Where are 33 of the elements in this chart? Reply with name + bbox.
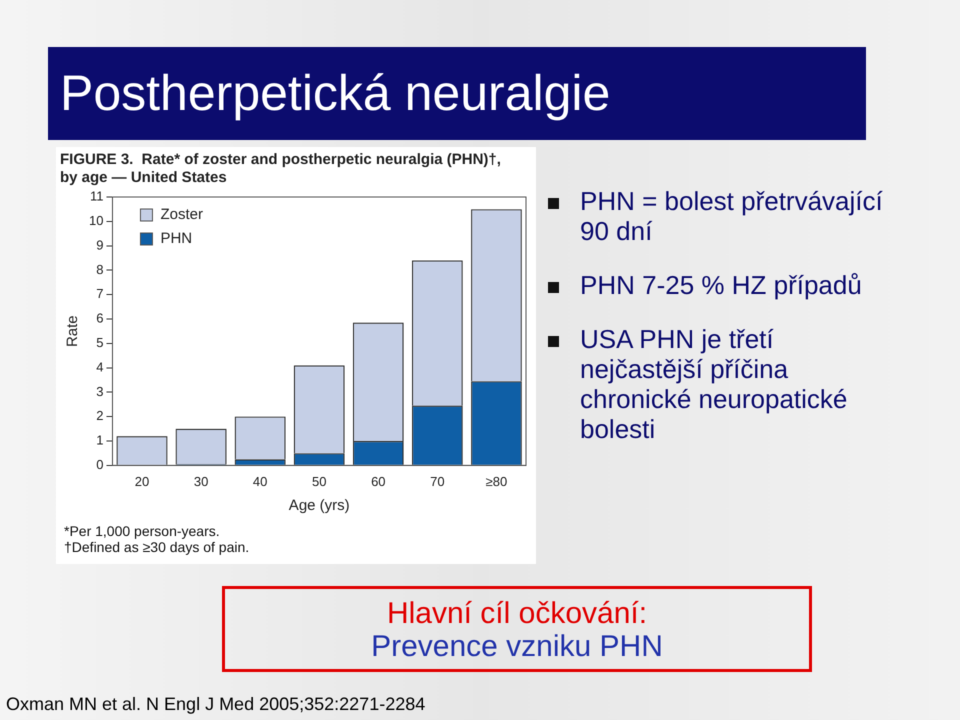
text: USA PHN je třetí nejčastější příčina chronické neuropatické bolesti	[579, 324, 848, 444]
y-axis-title: Rate	[64, 315, 82, 348]
text: Oxman MN et al. N Engl J Med 2005;352:2271-2284	[6, 694, 426, 715]
text: PHN 7-25 % HZ případů	[579, 270, 863, 300]
text: PHN = bolest přetrvávající 90 dní	[579, 186, 884, 246]
y-tick-label: 4	[96, 359, 104, 374]
y-tick-label: 9	[96, 237, 104, 252]
x-tick-label: 40	[252, 474, 268, 489]
y-tick-label: 11	[90, 188, 104, 204]
y-tick-label: 0	[96, 456, 104, 472]
y-tick-label: 10	[88, 212, 104, 228]
y-tick-label: 1	[96, 432, 104, 448]
text: †Defined as ≥30 days of pain.	[64, 539, 250, 555]
x-tick-label: 70	[430, 474, 445, 489]
y-tick-label: 3	[96, 384, 104, 399]
x-axis-title: Age (yrs)	[288, 497, 350, 514]
y-tick-label: 8	[96, 262, 104, 277]
y-tick-label: 6	[96, 310, 104, 326]
x-tick-label: 50	[312, 474, 326, 489]
x-tick-label: 20	[134, 474, 150, 489]
y-tick-label: 5	[96, 334, 104, 350]
chart-title: Postherpetická neuralgie	[48, 47, 866, 140]
legend-label: Zoster	[160, 206, 203, 224]
text: Hlavní cíl očkování:	[386, 597, 648, 630]
text: Prevence vzniku PHN	[370, 630, 664, 663]
x-tick-label: ≥80	[486, 474, 508, 489]
y-tick-label: 7	[96, 286, 104, 302]
x-tick-label: 30	[194, 474, 208, 489]
text: *Per 1,000 person-years.	[64, 523, 221, 539]
chart-subtitle: FIGURE 3. Rate* of zoster and postherpetic neuralgia (PHN)†, by age — United States	[60, 151, 501, 186]
x-tick-label: 60	[371, 474, 386, 489]
legend-label: PHN	[160, 230, 192, 248]
y-tick-label: 2	[96, 408, 104, 424]
